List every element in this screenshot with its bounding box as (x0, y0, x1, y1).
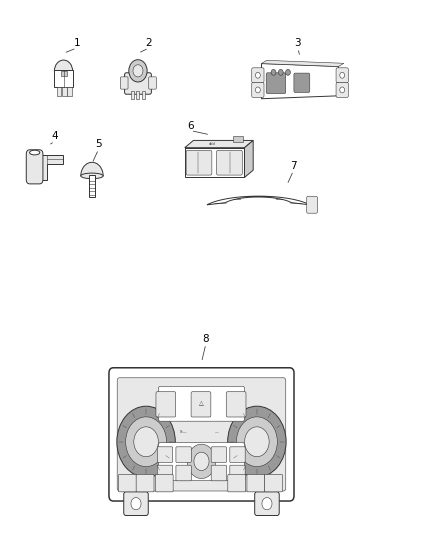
Polygon shape (185, 140, 253, 148)
Polygon shape (207, 196, 310, 205)
Circle shape (244, 427, 269, 457)
FancyBboxPatch shape (157, 465, 173, 481)
FancyBboxPatch shape (266, 73, 286, 94)
FancyBboxPatch shape (255, 492, 279, 515)
FancyBboxPatch shape (336, 68, 348, 83)
FancyBboxPatch shape (120, 77, 128, 89)
Circle shape (131, 497, 141, 510)
FancyBboxPatch shape (176, 465, 191, 481)
Circle shape (134, 427, 159, 457)
FancyBboxPatch shape (109, 368, 294, 501)
Text: 8: 8 (202, 334, 209, 344)
FancyBboxPatch shape (211, 447, 226, 463)
FancyBboxPatch shape (247, 474, 265, 492)
Circle shape (237, 417, 277, 466)
FancyBboxPatch shape (89, 175, 95, 197)
FancyBboxPatch shape (131, 92, 134, 99)
FancyBboxPatch shape (216, 150, 242, 175)
Circle shape (340, 72, 345, 78)
Text: 7: 7 (290, 160, 297, 171)
Circle shape (286, 69, 290, 75)
Text: △: △ (199, 401, 204, 406)
Circle shape (129, 60, 147, 82)
FancyBboxPatch shape (294, 73, 310, 92)
FancyBboxPatch shape (159, 443, 244, 481)
Circle shape (255, 87, 260, 93)
Text: —: — (215, 430, 219, 434)
FancyBboxPatch shape (228, 474, 246, 492)
Polygon shape (261, 60, 344, 67)
FancyBboxPatch shape (67, 87, 72, 95)
Ellipse shape (30, 150, 40, 155)
FancyBboxPatch shape (26, 150, 43, 184)
FancyBboxPatch shape (137, 92, 139, 99)
FancyBboxPatch shape (136, 474, 154, 492)
FancyBboxPatch shape (186, 150, 212, 175)
FancyBboxPatch shape (119, 474, 136, 492)
Circle shape (271, 69, 276, 75)
Polygon shape (261, 63, 339, 99)
FancyBboxPatch shape (142, 92, 145, 99)
FancyBboxPatch shape (159, 386, 244, 421)
FancyBboxPatch shape (252, 68, 264, 83)
FancyBboxPatch shape (60, 70, 67, 76)
FancyBboxPatch shape (62, 87, 67, 95)
Text: 3: 3 (294, 38, 301, 48)
FancyBboxPatch shape (157, 447, 173, 463)
FancyBboxPatch shape (124, 492, 148, 515)
FancyBboxPatch shape (252, 83, 264, 98)
Text: 6: 6 (187, 120, 194, 131)
FancyBboxPatch shape (265, 474, 283, 492)
FancyBboxPatch shape (211, 465, 226, 481)
Polygon shape (185, 148, 244, 177)
Wedge shape (54, 60, 73, 71)
FancyBboxPatch shape (54, 70, 73, 87)
FancyBboxPatch shape (117, 378, 286, 491)
FancyBboxPatch shape (155, 474, 173, 492)
FancyBboxPatch shape (307, 196, 318, 213)
Circle shape (255, 72, 260, 78)
Text: 4: 4 (51, 131, 58, 141)
Circle shape (279, 69, 283, 75)
FancyBboxPatch shape (191, 392, 211, 417)
Circle shape (126, 417, 166, 466)
Text: S:—: S:— (180, 430, 187, 434)
FancyBboxPatch shape (230, 465, 245, 481)
Text: 2: 2 (145, 38, 152, 48)
FancyBboxPatch shape (336, 83, 348, 98)
Polygon shape (244, 140, 253, 177)
FancyBboxPatch shape (226, 392, 246, 417)
Circle shape (133, 65, 143, 77)
Circle shape (340, 87, 345, 93)
Text: 5: 5 (95, 139, 102, 149)
Circle shape (228, 406, 286, 478)
FancyBboxPatch shape (233, 136, 243, 142)
FancyBboxPatch shape (149, 77, 156, 89)
FancyBboxPatch shape (156, 392, 176, 417)
Circle shape (194, 452, 209, 471)
Circle shape (187, 444, 215, 479)
FancyBboxPatch shape (176, 447, 191, 463)
Text: 1: 1 (73, 38, 80, 48)
Polygon shape (39, 155, 63, 180)
Ellipse shape (81, 173, 103, 179)
FancyBboxPatch shape (230, 447, 245, 463)
FancyBboxPatch shape (124, 73, 152, 94)
Wedge shape (81, 162, 103, 176)
Circle shape (117, 406, 175, 478)
Text: ddd: ddd (208, 142, 215, 147)
FancyBboxPatch shape (57, 87, 61, 95)
Circle shape (262, 497, 272, 510)
